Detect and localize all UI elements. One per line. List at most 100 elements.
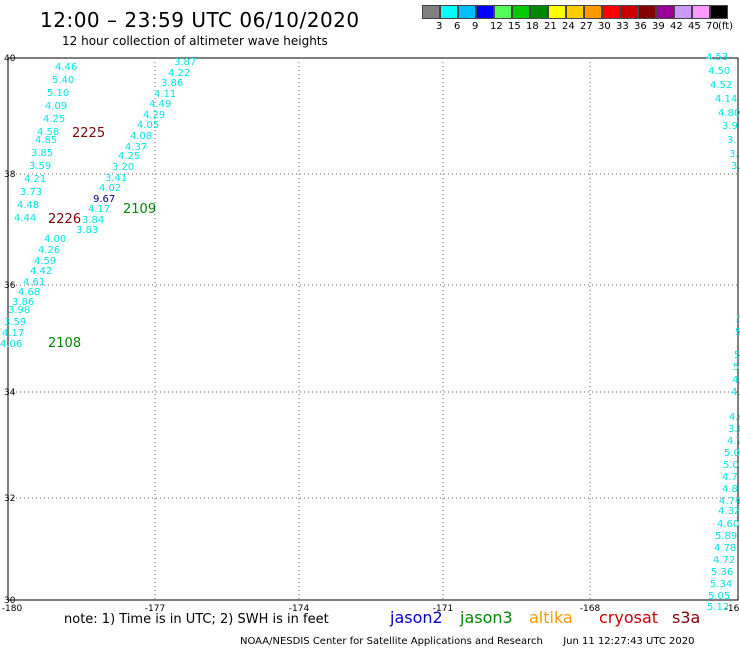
wave-height-label: 4.26 [38, 245, 60, 256]
scale-label: 12 [490, 21, 503, 32]
wave-height-label: 5.10 [47, 88, 69, 99]
wave-height-label: 4.80 [718, 108, 740, 119]
wave-height-label: 4.48 [17, 200, 39, 211]
scale-label: 42 [670, 21, 683, 32]
footnote: note: 1) Time is in UTC; 2) SWH is in fe… [64, 612, 329, 627]
mission-cryosat: cryosat [599, 608, 659, 627]
scale-swatch [512, 5, 530, 19]
wave-height-label: 5 [735, 327, 740, 338]
pass-time-label: 2109 [123, 202, 156, 217]
scale-label: 27 [580, 21, 593, 32]
wave-height-label: 5.05 [708, 591, 730, 602]
map-frame [7, 57, 739, 601]
wave-height-label: 4.22 [168, 68, 190, 79]
scale-label: 15 [508, 21, 521, 32]
wave-height-label: 4.7 [727, 436, 740, 447]
scale-label: 9 [472, 21, 479, 32]
lat-tick-label: 30 [4, 596, 16, 606]
mission-jason2: jason2 [390, 608, 443, 627]
wave-height-label: 4.58 [37, 127, 59, 138]
scale-swatch [638, 5, 656, 19]
lon-tick-label: -174 [289, 604, 310, 614]
scale-label: 36 [634, 21, 647, 32]
pass-time-label: 2225 [72, 126, 105, 141]
scale-label: 24 [562, 21, 575, 32]
wave-height-label: 3.85 [31, 148, 53, 159]
wave-height-label: 4.49 [149, 99, 171, 110]
mission-jason3: jason3 [460, 608, 513, 627]
pass-time-label: 2226 [48, 212, 81, 227]
wave-height-label: 4.08 [130, 131, 152, 142]
wave-height-label: 5 [736, 314, 740, 325]
wave-height-label: 3.59 [4, 317, 26, 328]
wave-height-label: 5.36 [711, 567, 733, 578]
scale-label: 6 [454, 21, 461, 32]
wave-height-label: 3. [731, 161, 740, 172]
wave-height-label: 4. [732, 375, 740, 386]
lon-tick-label: -180 [2, 604, 23, 614]
wave-height-label: 3. [729, 149, 739, 160]
scale-swatch [458, 5, 476, 19]
scale-swatch [530, 5, 548, 19]
scale-swatch [692, 5, 710, 19]
wave-height-label: 4.85 [35, 135, 57, 146]
wave-height-label: 4.00 [44, 234, 66, 245]
credit-text: NOAA/NESDIS Center for Satellite Applica… [240, 636, 543, 647]
wave-height-label: 4.53 [706, 52, 728, 63]
lon-tick-label: -171 [433, 604, 453, 614]
scale-unit: (ft) [718, 21, 734, 32]
wave-height-label: 4.25 [118, 151, 140, 162]
page-subtitle: 12 hour collection of altimeter wave hei… [62, 34, 328, 48]
wave-height-label: 3.6 [728, 424, 740, 435]
mission-s3a: s3a [672, 608, 701, 627]
wave-height-label: 3.41 [105, 173, 127, 184]
wave-height-label: 5.40 [52, 75, 74, 86]
scale-swatch [422, 5, 440, 19]
wave-height-label: 4.11 [154, 89, 176, 100]
wave-height-label: 4.60 [717, 519, 739, 530]
wave-height-label: 4.7 [722, 472, 738, 483]
scale-swatch [476, 5, 494, 19]
scale-label: 70 [706, 21, 719, 32]
lat-tick-label: 34 [4, 388, 16, 398]
scale-label: 21 [544, 21, 557, 32]
wave-height-label: 4.32 [718, 506, 740, 517]
wave-height-label: 4.37 [125, 142, 147, 153]
scale-swatch [440, 5, 458, 19]
wave-height-label: 5.34 [710, 579, 732, 590]
scale-swatch [602, 5, 620, 19]
scale-label: 45 [688, 21, 701, 32]
scale-label: 18 [526, 21, 539, 32]
wave-height-label: 5.0 [723, 460, 739, 471]
scale-swatch [548, 5, 566, 19]
wave-height-label: 3.98 [8, 305, 30, 316]
wave-height-label: 4.06 [0, 339, 22, 350]
wave-height-label: 4.68 [18, 287, 40, 298]
wave-height-label: 4.74 [719, 496, 740, 507]
wave-height-label-highlight: 9.67 [93, 194, 115, 205]
scale-swatch [620, 5, 638, 19]
lat-tick-label: 36 [4, 281, 16, 291]
scale-swatch [656, 5, 674, 19]
wave-height-label: 4.46 [55, 62, 77, 73]
wave-height-label: 5.12 [707, 602, 729, 613]
wave-height-label: 4.61 [23, 277, 45, 288]
wave-height-label: 4.05 [137, 120, 159, 131]
wave-height-label: 4. [731, 387, 740, 398]
wave-height-label: 4.44 [14, 213, 36, 224]
wave-height-label: 4.42 [30, 266, 52, 277]
wave-height-label: 4.25 [43, 114, 65, 125]
lat-tick-label: 38 [4, 170, 16, 180]
wave-height-label: 4.21 [24, 174, 46, 185]
wave-height-label: 3.84 [82, 215, 104, 226]
wave-height-label: 3.83 [76, 225, 98, 236]
lon-tick-label: -177 [145, 604, 165, 614]
scale-label: 3 [436, 21, 443, 32]
wave-height-label: 3. [727, 135, 737, 146]
wave-height-label: 4.59 [34, 256, 56, 267]
wave-height-label: 5 [734, 350, 740, 361]
scale-label: 30 [598, 21, 611, 32]
lat-tick-label: 32 [4, 494, 15, 504]
timestamp: Jun 11 12:27:43 UTC 2020 [563, 636, 695, 647]
